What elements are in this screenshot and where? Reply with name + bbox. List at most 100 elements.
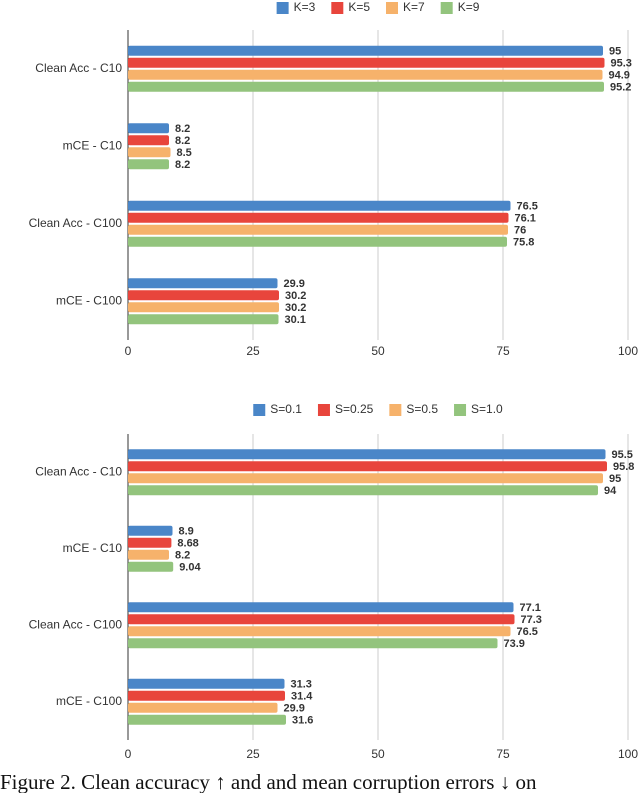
bar [128,602,514,613]
value-label: 9.04 [179,562,201,574]
bar [128,314,279,325]
bar [128,159,169,170]
value-label: 8.2 [175,159,190,171]
value-label: 30.1 [285,314,306,326]
x-tick-label: 0 [125,344,132,358]
value-label: 29.9 [284,703,305,715]
legend-swatch [386,2,398,14]
bar [128,561,174,572]
legend-swatch [331,2,344,14]
legend-label: K=9 [458,0,480,14]
value-label: 95 [609,473,621,485]
bar [128,81,604,92]
bar [128,147,171,158]
bar [128,290,279,301]
value-label: 95.2 [610,82,631,94]
value-label: 8.9 [179,526,194,538]
value-label: 76 [514,225,526,237]
bar [128,449,606,460]
value-label: 77.1 [520,602,541,614]
bar [128,123,169,134]
legend-label: K=3 [294,0,316,14]
value-label: 30.2 [285,290,306,302]
value-label: 8.68 [177,538,198,550]
value-label: 95.5 [612,449,633,461]
value-label: 31.4 [291,691,313,703]
legend-swatch [454,404,467,416]
bar [128,135,169,146]
legend-swatch [253,404,266,416]
value-label: 75.8 [513,237,534,249]
value-label: 76.5 [517,626,538,638]
x-tick-label: 25 [246,344,260,358]
legend: K=3 K=5 K=7 K=9 [276,0,480,14]
bar [128,45,603,56]
value-label: 31.6 [292,715,313,727]
y-tick-label: mCE - C100 [56,293,122,307]
x-tick-label: 75 [496,344,510,358]
bar [128,224,508,235]
value-label: 76.1 [515,213,536,225]
value-label: 30.2 [285,302,306,314]
value-label: 95 [609,46,621,58]
x-tick-label: 50 [371,747,385,761]
bar [128,200,511,211]
legend-label: S=1.0 [471,402,503,416]
legend: S=0.1 S=0.25 S=0.5 S=1.0 [253,402,503,416]
x-tick-label: 100 [618,344,638,358]
value-label: 77.3 [521,614,542,626]
bar [128,278,278,289]
bar [128,69,603,80]
legend-swatch [440,2,453,14]
legend-label: K=5 [348,0,370,14]
y-tick-label: mCE - C100 [56,694,122,708]
y-tick-label: Clean Acc - C100 [29,617,123,631]
x-tick-label: 25 [246,747,260,761]
bar [128,473,603,484]
bar [128,525,173,536]
value-label: 8.2 [175,123,190,135]
bar [128,638,498,649]
value-label: 29.9 [284,278,305,290]
bar [128,714,286,725]
bar [128,461,607,472]
bar [128,236,507,247]
y-tick-label: Clean Acc - C100 [29,216,123,230]
legend-label: S=0.25 [335,402,374,416]
bar [128,690,285,701]
legend-swatch [276,2,289,14]
x-tick-label: 75 [496,747,510,761]
value-label: 76.5 [517,201,538,213]
legend-swatch [317,404,330,416]
legend-label: S=0.5 [406,402,438,416]
bar [128,537,172,548]
value-label: 8.2 [175,135,190,147]
value-label: 95.3 [611,58,632,70]
value-label: 31.3 [291,679,312,691]
bar [128,702,278,713]
bar [128,485,598,496]
y-tick-label: Clean Acc - C10 [35,464,122,478]
value-label: 8.5 [177,147,192,159]
legend-label: K=7 [403,0,425,14]
value-label: 94 [604,485,617,497]
bar [128,57,605,68]
bar [128,302,279,313]
legend-swatch [389,404,402,416]
bar [128,212,509,223]
value-label: 73.9 [504,638,525,650]
bar [128,614,515,625]
value-label: 95.8 [613,461,634,473]
y-tick-label: Clean Acc - C10 [35,61,122,75]
x-tick-label: 100 [618,747,638,761]
bar [128,678,285,689]
bar [128,626,511,637]
value-label: 8.2 [175,550,190,562]
x-tick-label: 50 [371,344,385,358]
y-tick-label: mCE - C10 [63,541,123,555]
value-label: 94.9 [609,70,630,82]
legend-label: S=0.1 [270,402,302,416]
caption: Figure 2. Clean accuracy ↑ and and mean … [0,770,537,793]
x-tick-label: 0 [125,747,132,761]
